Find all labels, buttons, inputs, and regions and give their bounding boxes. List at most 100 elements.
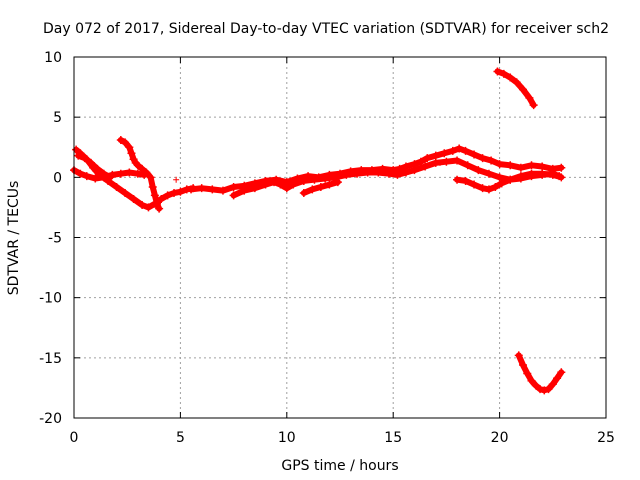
- data-point: [516, 163, 525, 172]
- series-band: [494, 68, 537, 109]
- data-point: [448, 146, 457, 155]
- data-point: [374, 168, 383, 177]
- data-point: [401, 168, 410, 177]
- data-point: [529, 101, 538, 110]
- data-point: [76, 169, 85, 178]
- data-point: [125, 143, 134, 152]
- data-point: [363, 168, 372, 177]
- data-point: [461, 146, 470, 155]
- data-point: [129, 194, 138, 203]
- data-point: [527, 161, 536, 170]
- data-point: [325, 180, 334, 189]
- data-point: [484, 185, 493, 194]
- data-point: [437, 159, 444, 166]
- data-point: [127, 149, 136, 158]
- data-point: [282, 184, 291, 193]
- data-point: [384, 169, 393, 178]
- y-tick-label: 5: [53, 110, 62, 126]
- data-point: [146, 173, 155, 182]
- chart-title: Day 072 of 2017, Sidereal Day-to-day VTE…: [43, 21, 609, 37]
- data-point: [495, 160, 504, 169]
- data-point: [527, 376, 536, 385]
- axis-ticks: 0 5 10 15 20 25 -20 -15 -10 -5 0 5 10: [39, 50, 615, 446]
- data-point: [87, 158, 96, 167]
- data-point: [121, 138, 130, 147]
- data-point: [506, 161, 515, 170]
- data-point: [497, 179, 506, 188]
- x-tick-label: 5: [176, 430, 185, 446]
- data-point: [93, 164, 102, 173]
- data-point: [440, 149, 449, 158]
- data-point: [484, 169, 493, 178]
- x-tick-label: 15: [384, 430, 402, 446]
- series-band: [230, 157, 563, 199]
- data-point: [519, 85, 528, 94]
- data-point: [74, 151, 83, 160]
- data-point: [91, 174, 100, 183]
- grid: [74, 57, 606, 418]
- data-marks: [70, 67, 566, 395]
- y-tick-label: -10: [39, 291, 62, 307]
- data-point: [455, 144, 464, 153]
- data-point: [431, 151, 440, 160]
- x-tick-label: 25: [597, 430, 615, 446]
- data-point: [470, 150, 479, 159]
- x-tick-label: 10: [278, 430, 296, 446]
- data-point: [453, 156, 462, 165]
- data-point: [99, 169, 108, 178]
- data-point: [540, 386, 549, 395]
- data-point: [270, 178, 279, 187]
- data-point: [170, 188, 179, 197]
- data-point: [416, 157, 425, 166]
- data-point: [548, 170, 557, 179]
- data-point: [525, 93, 534, 102]
- data-point: [299, 188, 308, 197]
- data-point: [495, 173, 504, 182]
- data-point: [176, 187, 185, 196]
- y-tick-label: -15: [39, 351, 62, 367]
- data-point: [536, 385, 545, 394]
- data-point: [410, 166, 419, 175]
- data-point: [72, 145, 81, 154]
- data-point: [187, 185, 196, 194]
- data-point: [155, 204, 164, 213]
- data-point: [423, 154, 432, 163]
- y-axis-label: SDTVAR / TECUs: [6, 181, 22, 296]
- data-point: [112, 182, 121, 191]
- data-point: [116, 136, 125, 145]
- data-point: [144, 203, 153, 212]
- data-point: [138, 164, 147, 173]
- data-point: [478, 184, 487, 193]
- data-point: [333, 178, 342, 187]
- data-point: [516, 172, 525, 181]
- data-point: [342, 170, 351, 179]
- series-band: [454, 170, 565, 193]
- data-point: [491, 182, 500, 191]
- data-point: [463, 161, 472, 170]
- data-point: [197, 184, 206, 193]
- data-point: [527, 169, 536, 178]
- data-point: [557, 163, 566, 172]
- data-point: [173, 176, 180, 183]
- data-point: [133, 169, 142, 178]
- data-point: [208, 185, 217, 194]
- data-point: [421, 162, 430, 171]
- data-point: [138, 201, 147, 210]
- y-tick-label: -20: [39, 411, 62, 427]
- data-point: [506, 175, 515, 184]
- data-point: [316, 182, 325, 191]
- data-point: [289, 180, 298, 189]
- data-point: [548, 380, 557, 389]
- data-point: [121, 188, 130, 197]
- data-point: [82, 172, 91, 181]
- data-point: [531, 381, 540, 390]
- data-point: [276, 180, 285, 189]
- data-point: [506, 73, 515, 82]
- data-point: [125, 168, 134, 177]
- data-point: [229, 191, 238, 200]
- data-point: [519, 361, 528, 370]
- data-point: [116, 169, 125, 178]
- data-point: [487, 156, 496, 165]
- data-point: [493, 67, 502, 76]
- data-point: [240, 186, 249, 195]
